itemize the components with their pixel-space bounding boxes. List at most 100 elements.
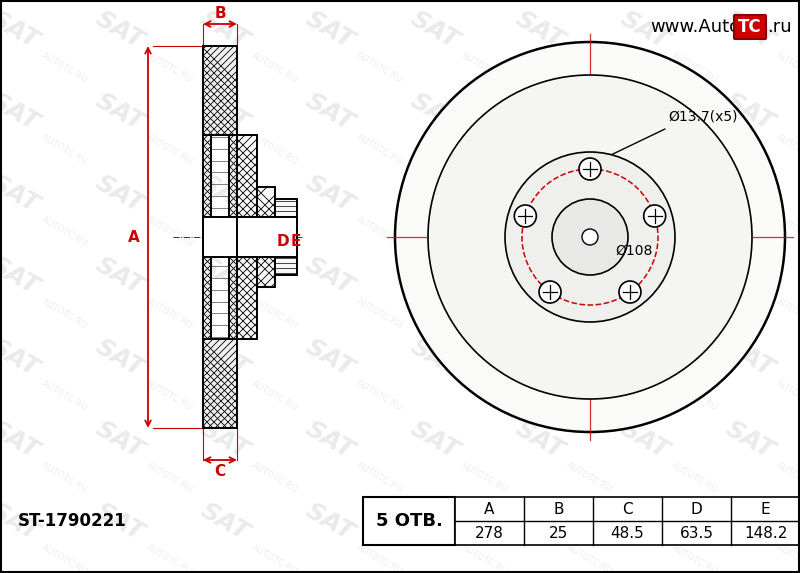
Text: AUTOTC.RU: AUTOTC.RU bbox=[355, 379, 405, 413]
Text: AUTOTC.RU: AUTOTC.RU bbox=[250, 215, 300, 249]
Text: 278: 278 bbox=[475, 525, 504, 540]
Circle shape bbox=[539, 281, 561, 303]
Text: AUTOTC.RU: AUTOTC.RU bbox=[670, 379, 720, 413]
FancyBboxPatch shape bbox=[734, 15, 766, 39]
Text: AUTOTC.RU: AUTOTC.RU bbox=[670, 543, 720, 573]
Polygon shape bbox=[237, 135, 257, 339]
Text: AUTOTC.RU: AUTOTC.RU bbox=[146, 543, 194, 573]
Text: www.Auto: www.Auto bbox=[650, 18, 740, 36]
Circle shape bbox=[552, 199, 628, 275]
Text: 48.5: 48.5 bbox=[610, 525, 644, 540]
Text: AUTOTC.RU: AUTOTC.RU bbox=[355, 51, 405, 85]
Circle shape bbox=[579, 158, 601, 180]
Circle shape bbox=[514, 205, 536, 227]
Text: SAT: SAT bbox=[722, 89, 778, 135]
Circle shape bbox=[428, 75, 752, 399]
Text: SAT: SAT bbox=[617, 89, 674, 135]
Text: SAT: SAT bbox=[302, 7, 358, 53]
Text: D: D bbox=[690, 501, 702, 516]
Text: SAT: SAT bbox=[722, 253, 778, 299]
Text: SAT: SAT bbox=[0, 253, 43, 299]
Circle shape bbox=[505, 152, 675, 322]
Text: SAT: SAT bbox=[302, 417, 358, 464]
Text: AUTOTC.RU: AUTOTC.RU bbox=[355, 215, 405, 249]
Text: AUTOTC.RU: AUTOTC.RU bbox=[460, 543, 510, 573]
Text: SAT: SAT bbox=[197, 171, 254, 217]
Text: SAT: SAT bbox=[511, 499, 569, 545]
Text: AUTOTC.RU: AUTOTC.RU bbox=[40, 461, 90, 495]
Text: SAT: SAT bbox=[302, 499, 358, 545]
Text: B: B bbox=[554, 501, 564, 516]
Text: SAT: SAT bbox=[617, 253, 674, 299]
Circle shape bbox=[644, 205, 666, 227]
Text: AUTOTC.RU: AUTOTC.RU bbox=[775, 51, 800, 85]
Text: AUTOTC.RU: AUTOTC.RU bbox=[146, 379, 194, 413]
Text: SAT: SAT bbox=[617, 335, 674, 382]
Circle shape bbox=[619, 281, 641, 303]
Text: SAT: SAT bbox=[197, 7, 254, 53]
Text: AUTOTC.RU: AUTOTC.RU bbox=[355, 543, 405, 573]
Text: AUTOTC.RU: AUTOTC.RU bbox=[460, 133, 510, 167]
Text: 5 ОТВ.: 5 ОТВ. bbox=[375, 512, 442, 530]
Text: SAT: SAT bbox=[197, 335, 254, 382]
Text: 63.5: 63.5 bbox=[679, 525, 714, 540]
Text: AUTOTC.RU: AUTOTC.RU bbox=[355, 297, 405, 331]
Text: SAT: SAT bbox=[511, 89, 569, 135]
Text: SAT: SAT bbox=[511, 171, 569, 217]
Text: AUTOTC.RU: AUTOTC.RU bbox=[460, 51, 510, 85]
Text: SAT: SAT bbox=[91, 417, 149, 464]
Text: AUTOTC.RU: AUTOTC.RU bbox=[250, 543, 300, 573]
Text: SAT: SAT bbox=[91, 253, 149, 299]
Text: AUTOTC.RU: AUTOTC.RU bbox=[460, 297, 510, 331]
Text: AUTOTC.RU: AUTOTC.RU bbox=[566, 133, 614, 167]
Text: SAT: SAT bbox=[0, 335, 43, 382]
Text: AUTOTC.RU: AUTOTC.RU bbox=[566, 215, 614, 249]
Text: SAT: SAT bbox=[302, 171, 358, 217]
Text: SAT: SAT bbox=[302, 89, 358, 135]
Text: SAT: SAT bbox=[197, 89, 254, 135]
Text: SAT: SAT bbox=[91, 171, 149, 217]
Text: AUTOTC.RU: AUTOTC.RU bbox=[670, 461, 720, 495]
Text: SAT: SAT bbox=[406, 417, 463, 464]
Text: AUTOTC.RU: AUTOTC.RU bbox=[460, 461, 510, 495]
Text: AUTOTC.RU: AUTOTC.RU bbox=[670, 215, 720, 249]
Text: AUTOTC.RU: AUTOTC.RU bbox=[775, 215, 800, 249]
Text: B: B bbox=[214, 6, 226, 22]
Text: SAT: SAT bbox=[406, 89, 463, 135]
Circle shape bbox=[582, 229, 598, 245]
Text: A: A bbox=[128, 230, 140, 245]
Text: SAT: SAT bbox=[0, 7, 43, 53]
Text: 148.2: 148.2 bbox=[744, 525, 787, 540]
Text: AUTOTC.RU: AUTOTC.RU bbox=[250, 133, 300, 167]
Text: SAT: SAT bbox=[302, 335, 358, 382]
Text: E: E bbox=[761, 501, 770, 516]
Text: SAT: SAT bbox=[617, 7, 674, 53]
Text: AUTOTC.RU: AUTOTC.RU bbox=[566, 379, 614, 413]
Text: SAT: SAT bbox=[511, 335, 569, 382]
Polygon shape bbox=[203, 217, 297, 257]
Text: SAT: SAT bbox=[0, 499, 43, 545]
Text: SAT: SAT bbox=[406, 7, 463, 53]
Text: A: A bbox=[484, 501, 494, 516]
Text: AUTOTC.RU: AUTOTC.RU bbox=[250, 51, 300, 85]
Text: SAT: SAT bbox=[722, 7, 778, 53]
Text: AUTOTC.RU: AUTOTC.RU bbox=[146, 133, 194, 167]
Text: AUTOTC.RU: AUTOTC.RU bbox=[460, 379, 510, 413]
Text: SAT: SAT bbox=[617, 171, 674, 217]
Circle shape bbox=[395, 42, 785, 432]
Text: AUTOTC.RU: AUTOTC.RU bbox=[566, 543, 614, 573]
Text: AUTOTC.RU: AUTOTC.RU bbox=[40, 379, 90, 413]
Text: AUTOTC.RU: AUTOTC.RU bbox=[566, 297, 614, 331]
Text: AUTOTC.RU: AUTOTC.RU bbox=[40, 543, 90, 573]
Text: AUTOTC.RU: AUTOTC.RU bbox=[146, 461, 194, 495]
Text: AUTOTC.RU: AUTOTC.RU bbox=[355, 133, 405, 167]
Text: AUTOTC.RU: AUTOTC.RU bbox=[40, 215, 90, 249]
Text: AUTOTC.RU: AUTOTC.RU bbox=[775, 379, 800, 413]
Text: SAT: SAT bbox=[0, 171, 43, 217]
Text: SAT: SAT bbox=[197, 417, 254, 464]
Text: SAT: SAT bbox=[722, 171, 778, 217]
Text: SAT: SAT bbox=[722, 417, 778, 464]
Text: SAT: SAT bbox=[406, 171, 463, 217]
Text: SAT: SAT bbox=[406, 335, 463, 382]
Text: SAT: SAT bbox=[617, 417, 674, 464]
